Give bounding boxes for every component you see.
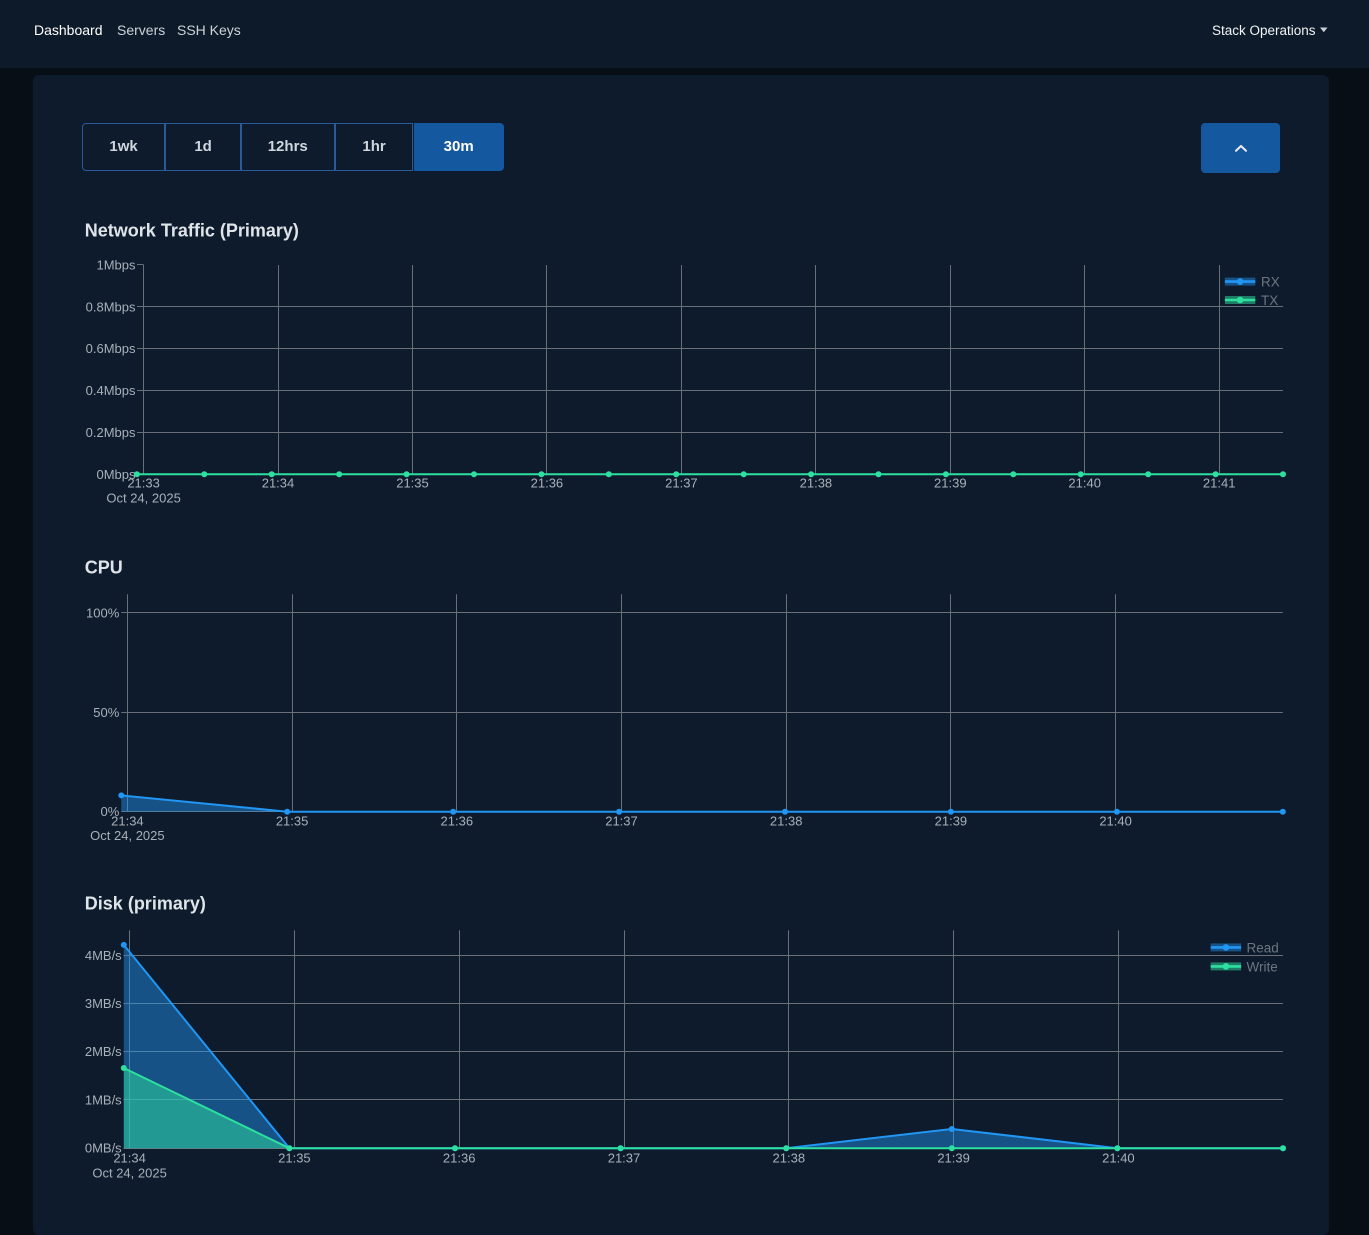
svg-text:3MB/s: 3MB/s: [85, 996, 122, 1011]
svg-text:21:38: 21:38: [800, 476, 833, 491]
svg-text:Oct 24, 2025: Oct 24, 2025: [92, 1166, 166, 1181]
svg-text:0MB/s: 0MB/s: [85, 1141, 122, 1156]
svg-text:21:40: 21:40: [1099, 814, 1132, 829]
svg-text:21:38: 21:38: [773, 1151, 806, 1166]
svg-text:Oct 24, 2025: Oct 24, 2025: [90, 828, 164, 843]
svg-text:21:36: 21:36: [443, 1151, 476, 1166]
svg-text:21:34: 21:34: [111, 814, 144, 829]
svg-text:21:37: 21:37: [608, 1151, 641, 1166]
svg-text:0.6Mbps: 0.6Mbps: [86, 341, 136, 356]
svg-text:Write: Write: [1247, 959, 1278, 974]
svg-text:21:34: 21:34: [113, 1151, 146, 1166]
svg-text:21:39: 21:39: [934, 476, 967, 491]
svg-text:1MB/s: 1MB/s: [85, 1093, 122, 1108]
svg-text:21:34: 21:34: [262, 476, 295, 491]
svg-text:21:40: 21:40: [1068, 476, 1101, 491]
svg-text:Read: Read: [1247, 940, 1279, 955]
svg-text:0%: 0%: [101, 804, 120, 819]
svg-text:RX: RX: [1261, 275, 1280, 290]
svg-text:1Mbps: 1Mbps: [96, 258, 136, 273]
svg-text:0.2Mbps: 0.2Mbps: [86, 425, 136, 440]
svg-text:0.8Mbps: 0.8Mbps: [86, 299, 136, 314]
svg-text:21:35: 21:35: [276, 814, 309, 829]
svg-text:4MB/s: 4MB/s: [85, 948, 122, 963]
svg-text:Oct 24, 2025: Oct 24, 2025: [106, 490, 180, 505]
svg-text:21:39: 21:39: [937, 1151, 970, 1166]
svg-text:21:36: 21:36: [531, 476, 564, 491]
svg-text:TX: TX: [1261, 293, 1278, 308]
svg-text:Disk (primary): Disk (primary): [85, 894, 206, 914]
svg-text:21:33: 21:33: [127, 476, 160, 491]
svg-text:21:39: 21:39: [935, 814, 968, 829]
svg-text:21:35: 21:35: [278, 1151, 311, 1166]
svg-text:21:40: 21:40: [1102, 1151, 1135, 1166]
svg-text:100%: 100%: [86, 605, 120, 620]
svg-text:21:37: 21:37: [605, 814, 638, 829]
svg-text:2MB/s: 2MB/s: [85, 1044, 122, 1059]
svg-text:0Mbps: 0Mbps: [96, 467, 136, 482]
svg-text:CPU: CPU: [85, 558, 123, 578]
svg-text:21:37: 21:37: [665, 476, 698, 491]
svg-text:21:38: 21:38: [770, 814, 803, 829]
svg-text:0.4Mbps: 0.4Mbps: [86, 383, 136, 398]
svg-text:21:35: 21:35: [396, 476, 429, 491]
svg-text:50%: 50%: [93, 705, 119, 720]
svg-text:21:41: 21:41: [1203, 476, 1236, 491]
svg-text:Network Traffic (Primary): Network Traffic (Primary): [85, 221, 299, 241]
svg-text:21:36: 21:36: [441, 814, 474, 829]
